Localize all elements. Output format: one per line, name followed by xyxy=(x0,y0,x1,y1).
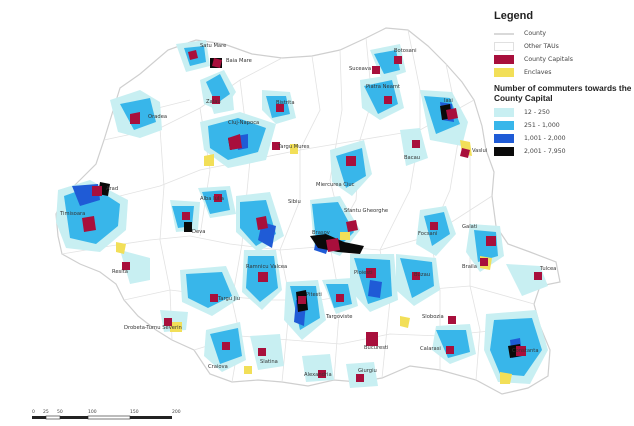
city-label: Tulcea xyxy=(539,266,556,272)
city-label: Sfantu Gheorghe xyxy=(344,208,388,214)
legend-class-3: 1,001 - 2,000 xyxy=(494,132,632,145)
legend-label: County xyxy=(524,30,547,37)
city-label: Deva xyxy=(192,229,205,235)
city-label: Craiova xyxy=(208,364,228,370)
legend-class-4: 2,001 - 7,950 xyxy=(494,145,632,158)
city-label: Piatra Neamt xyxy=(366,84,400,90)
scale-segment xyxy=(32,416,46,419)
scale-segment xyxy=(87,415,131,420)
scale-segment xyxy=(60,416,88,419)
city-label: Oradea xyxy=(148,114,167,120)
city-label: Galati xyxy=(462,224,477,230)
map-legend: Legend County Other TAUs County Capitals… xyxy=(494,10,632,158)
city-label: Giurgiu xyxy=(358,368,377,374)
legend-class-1: 12 - 250 xyxy=(494,106,632,119)
city-label: Bucuresti xyxy=(364,345,388,351)
legend-item-enclaves: Enclaves xyxy=(494,66,632,79)
legend-title: Legend xyxy=(494,10,534,22)
city-label: Targu Jiu xyxy=(217,296,240,302)
city-label: Sibiu xyxy=(288,199,301,205)
city-label: Pitesti xyxy=(306,292,322,298)
city-label: Timisoara xyxy=(59,211,85,217)
legend-label: Other TAUs xyxy=(524,43,559,50)
country-outline xyxy=(55,27,561,395)
legend-item-other-taus: Other TAUs xyxy=(494,40,632,53)
city-label: Buzau xyxy=(414,272,430,278)
city-label: Targoviste xyxy=(325,314,352,320)
legend-label: 251 - 1,000 xyxy=(524,122,560,129)
city-label: Focsani xyxy=(418,231,437,237)
city-label: Bistrita xyxy=(276,100,295,106)
scale-segment xyxy=(45,415,61,420)
city-label: Zalau xyxy=(206,99,221,105)
city-label: Calarasi xyxy=(420,346,441,352)
legend-swatch-class-4 xyxy=(494,147,514,156)
city-labels: Satu Mare Baia Mare Suceava Botosani Zal… xyxy=(59,43,556,378)
legend-label: 2,001 - 7,950 xyxy=(524,148,566,155)
city-label: Constanta xyxy=(512,348,539,354)
legend-item-county: County xyxy=(494,27,632,40)
legend-swatch-class-1 xyxy=(494,108,514,117)
city-label: Ploiesti xyxy=(354,270,373,276)
city-label: Braila xyxy=(462,264,477,270)
scale-tick-label: 0 xyxy=(32,409,35,415)
city-label: Slobozia xyxy=(422,314,444,320)
city-label: Suceava xyxy=(349,66,371,72)
legend-item-county-capitals: County Capitals xyxy=(494,53,632,66)
scale-tick-label: 200 xyxy=(172,409,181,415)
city-label: Ramnicu Valcea xyxy=(246,264,287,270)
legend-label: 12 - 250 xyxy=(524,109,550,116)
city-label: Drobeta-Turnu Severin xyxy=(124,325,182,331)
legend-swatch-class-2 xyxy=(494,121,514,130)
city-label: Arad xyxy=(106,186,118,192)
city-label: Bacau xyxy=(404,155,420,161)
scale-tick-label: 150 xyxy=(130,409,139,415)
legend-label: County Capitals xyxy=(524,56,573,63)
scale-tick-label: 100 xyxy=(88,409,97,415)
legend-subtitle: Number of commuters towards the County C… xyxy=(494,83,632,103)
legend-label: 1,001 - 2,000 xyxy=(524,135,566,142)
city-label: Baia Mare xyxy=(226,58,252,64)
city-label: Vaslui xyxy=(472,148,487,154)
city-label: Targu Mures xyxy=(277,144,310,150)
legend-swatch-county-line xyxy=(494,32,514,35)
county-capitals xyxy=(82,50,542,382)
city-label: Satu Mare xyxy=(200,43,226,49)
legend-class-2: 251 - 1,000 xyxy=(494,119,632,132)
city-label: Resita xyxy=(112,269,128,275)
legend-swatch-county-capitals xyxy=(494,55,514,64)
legend-swatch-other-taus xyxy=(494,42,514,51)
city-label: Brasov xyxy=(312,230,330,236)
scale-segment xyxy=(130,416,172,419)
city-label: Iasi xyxy=(444,98,453,104)
city-label: Slatina xyxy=(260,359,278,365)
city-label: Botosani xyxy=(394,48,417,54)
legend-swatch-enclaves xyxy=(494,68,514,77)
city-label: Alexandria xyxy=(304,372,332,378)
city-label: Miercurea Ciuc xyxy=(316,182,355,188)
legend-label: Enclaves xyxy=(524,69,552,76)
city-label: Alba Iulia xyxy=(200,196,224,202)
scale-tick-label: 25 xyxy=(43,409,49,415)
scale-bar: 0 25 50 100 150 200 xyxy=(32,409,181,420)
scale-tick-label: 50 xyxy=(57,409,63,415)
legend-swatch-class-3 xyxy=(494,134,514,143)
city-label: Cluj-Napoca xyxy=(228,120,259,126)
